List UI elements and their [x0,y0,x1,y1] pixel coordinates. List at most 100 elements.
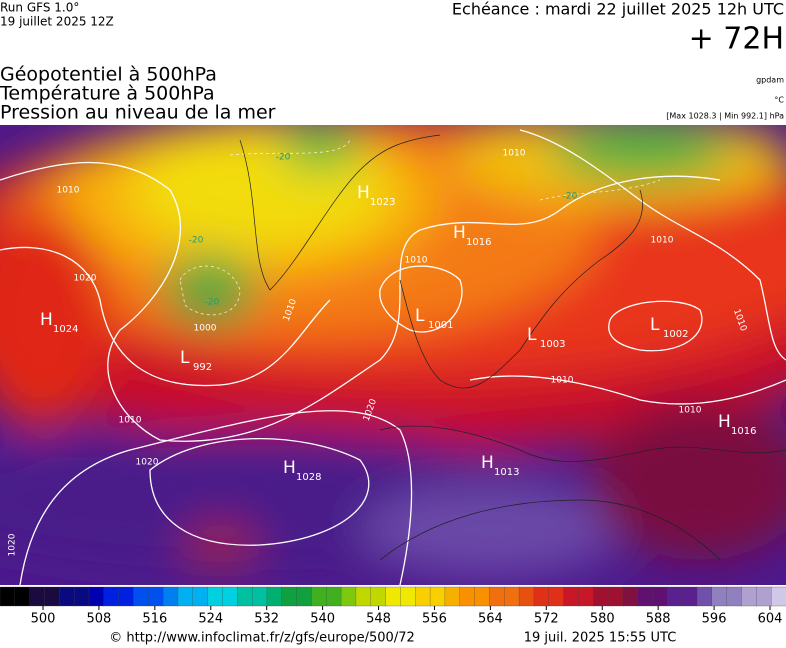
colorbar-label: 508 [87,612,112,627]
center-value: 1028 [296,472,321,483]
isobar-label: 1010 [551,376,574,386]
colorbar-swatch [652,586,669,607]
colorbar-swatch [489,586,505,607]
colorbar-swatch [429,586,446,607]
echeance: Echéance : mardi 22 juillet 2025 12h UTC [452,0,784,19]
center-kind: H [481,453,494,473]
colorbar-swatch [162,586,179,607]
colorbar-swatch [74,586,90,607]
isotherm-labels: -20 -20 -20 -20 [189,153,578,308]
colorbar-label: 572 [534,612,559,627]
colorbar-swatch [741,586,757,607]
colorbar-swatch [29,586,46,607]
isobar-label: 1010 [57,186,80,196]
colorbar-swatch [637,586,654,607]
colorbar-swatch [177,586,194,607]
unit: °C [774,96,784,105]
colorbar: 500 508 516 524 532 540 548 556 564 572 580 588 596 6… [0,586,786,627]
colorbar-swatch [0,586,16,607]
source-url: © http://www.infoclimat.fr/z/gfs/europe/… [109,631,415,646]
colorbar-swatch [459,586,476,607]
colorbar-swatch [696,586,713,607]
unit: gpdam [756,76,784,85]
center-value: 992 [193,362,212,373]
center-kind: L [650,315,660,335]
colorbar-label: 524 [198,612,223,627]
isobar-label: 1010 [405,256,428,266]
colorbar-swatch [103,586,120,607]
colorbar-label: 564 [478,612,503,627]
colorbar-swatch [533,586,550,607]
colorbar-label: 604 [758,612,783,627]
colorbar-swatch [192,586,209,607]
center-value: 1013 [494,467,519,478]
run-label: Run GFS 1.0° [0,1,79,15]
colorbar-swatch [311,586,327,607]
colorbar-label: 548 [366,612,391,627]
colorbar-swatch [415,586,431,607]
colorbar-swatch [266,586,283,607]
center-kind: L [415,306,425,326]
colorbar-swatch [726,586,743,607]
isobar-label: 1020 [8,533,18,556]
colorbar-swatch [222,586,238,607]
colorbar-swatch [14,586,31,607]
center-kind: H [453,223,466,243]
colorbar-swatch [340,586,357,607]
colorbar-label: 516 [142,612,167,627]
isotherm-label: -20 [205,298,220,308]
colorbar-swatch [578,586,594,607]
run-date: 19 juillet 2025 12Z [0,15,114,29]
colorbar-swatch [385,586,402,607]
colorbar-swatch [504,586,520,607]
center-value: 1002 [663,329,688,340]
isobar-label: 1000 [194,324,217,334]
isobar-label: 1010 [503,149,526,159]
layer-name: Géopotentiel à 500hPa [0,64,217,86]
colorbar-label: 532 [254,612,279,627]
colorbar-swatch [296,586,313,607]
colorbar-swatch [148,586,164,607]
colorbar-swatch [44,586,60,607]
colorbar-swatch [237,586,253,607]
colorbar-swatch [682,586,698,607]
layer-name: Pression au niveau de la mer [0,102,276,124]
isotherm-label: -20 [189,236,204,246]
timestamp: 19 juil. 2025 15:55 UTC [524,631,677,646]
colorbar-swatch [207,586,224,607]
colorbar-swatch [59,586,75,607]
colorbar-label: 580 [590,612,615,627]
colorbar-swatch [133,586,149,607]
colorbar-swatch [548,586,565,607]
center-kind: H [40,310,53,330]
center-kind: H [283,458,296,478]
colorbar-label: 588 [646,612,671,627]
colorbar-swatch [518,586,535,607]
colorbar-swatch [593,586,609,607]
colorbar-swatch [474,586,491,607]
isobar-label: 1010 [679,406,702,416]
colorbar-label: 596 [702,612,727,627]
center-kind: H [357,183,370,203]
center-value: 1016 [731,426,756,437]
center-kind: H [718,412,731,432]
colorbar-label: 540 [310,612,335,627]
isotherm-label: -20 [563,192,578,202]
colorbar-swatch [326,586,342,607]
colorbar-swatch [771,586,786,607]
isobar-label: 1020 [74,274,97,284]
coastlines [239,134,786,561]
isobar-label: 1010 [651,236,674,246]
center-value: 1016 [466,237,491,248]
colorbar-swatch [88,586,105,607]
map: 1010 1020 1010 1020 1020 1020 1010 1010 … [0,125,786,585]
colorbar-swatch [444,586,461,607]
colorbar-swatch [400,586,416,607]
colorbar-swatch [622,586,639,607]
isotherm-label: -20 [276,153,291,163]
colorbar-swatch [667,586,683,607]
lead-time: + 72H [689,22,784,57]
isobar-label: 1010 [119,416,142,426]
colorbar-swatch [607,586,624,607]
